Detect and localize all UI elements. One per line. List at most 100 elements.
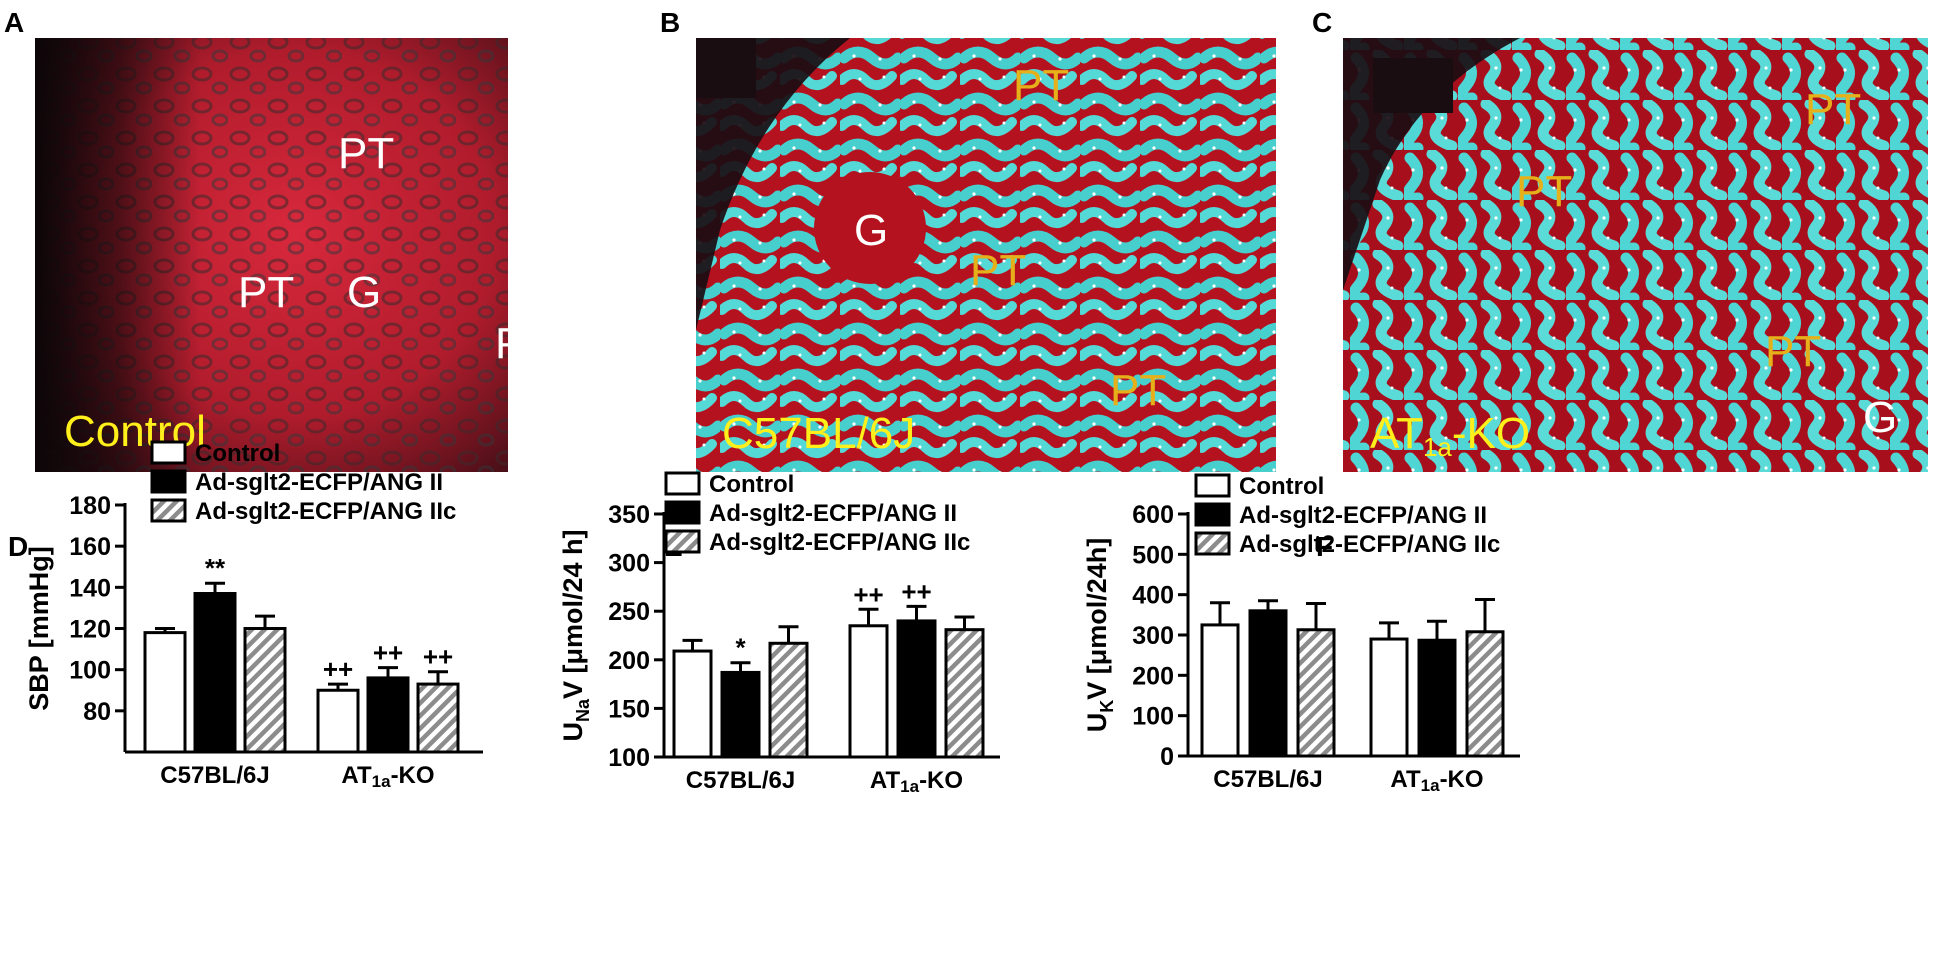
x-category-tail: -KO [1440, 766, 1484, 793]
bar [1248, 609, 1288, 758]
panel-c-micrograph [1343, 38, 1928, 472]
y-axis-label-sub: Na [573, 698, 593, 722]
y-tick-label: 400 [1132, 582, 1174, 610]
significance-mark: * [735, 633, 746, 663]
panel-c-caption-main: AT [1370, 409, 1423, 458]
panel-d-label: D [8, 531, 28, 562]
y-tick-label: 140 [69, 574, 111, 602]
bar [672, 649, 713, 759]
y-tick-label: 100 [69, 657, 111, 685]
significance-mark: ++ [853, 579, 883, 609]
panel-c-caption-sub: 1a [1423, 432, 1452, 462]
y-tick-label: 200 [608, 647, 650, 675]
legend-swatch [664, 500, 701, 525]
x-category-sub: 1a [372, 772, 391, 791]
panel-b-label: B [660, 7, 680, 38]
panel-b-pt-label-3: PT [1110, 366, 1166, 415]
bar [143, 631, 187, 754]
panel-c-pt-label-1: PT [1805, 85, 1861, 134]
x-category-label: C57BL/6J [686, 767, 795, 794]
bar [416, 682, 460, 754]
x-category-tail: -KO [919, 767, 963, 794]
y-axis-label: UNaV [μmol/24 h] [558, 529, 593, 741]
x-category-main: AT [870, 767, 901, 794]
y-tick-label: 600 [1132, 501, 1174, 529]
y-tick-label: 200 [1132, 662, 1174, 690]
panel-b-micrograph [696, 38, 1276, 472]
y-tick-label: 100 [1132, 703, 1174, 731]
bar [768, 641, 809, 759]
x-category-main: C57BL/6J [160, 762, 269, 789]
y-tick-label: 180 [69, 492, 111, 520]
bar [243, 627, 287, 754]
significance-mark: ** [205, 553, 226, 583]
legend-label: Ad-sglt2-ECFP/ANG II [1239, 502, 1487, 529]
x-category-label: AT1a-KO [341, 762, 434, 791]
x-category-main: C57BL/6J [1213, 766, 1322, 793]
x-category-label: C57BL/6J [1213, 766, 1322, 793]
x-category-sub: 1a [1421, 776, 1440, 795]
y-axis-label: SBP [mmHg] [24, 546, 54, 711]
x-category-main: AT [1390, 766, 1421, 793]
y-tick-label: 350 [608, 501, 650, 529]
panel-c-caption: AT1a-KO [1370, 409, 1530, 462]
legend-swatch [150, 469, 187, 494]
bar [193, 592, 237, 754]
bar [1296, 628, 1336, 758]
legend-swatch [664, 529, 701, 554]
panel-b-pt-label-2: PT [970, 246, 1026, 295]
significance-mark: ++ [901, 576, 931, 606]
panel-a-g-label-1: G [522, 102, 556, 151]
bar [944, 628, 985, 759]
y-tick-label: 300 [1132, 622, 1174, 650]
bar [1417, 638, 1457, 758]
y-tick-label: 160 [69, 533, 111, 561]
significance-mark: ++ [373, 638, 403, 668]
panel-a-pt-label-2: PT [238, 268, 294, 317]
y-tick-label: 300 [608, 550, 650, 578]
x-category-tail: -KO [391, 762, 435, 789]
bar [896, 619, 937, 759]
bar [316, 688, 360, 754]
significance-mark: ++ [423, 642, 453, 672]
legend-label: Ad-sglt2-ECFP/ANG II [709, 500, 957, 527]
y-axis-label-tail: V [μmol/24 h] [558, 529, 588, 699]
legend-label: Ad-sglt2-ECFP/ANG II [195, 469, 443, 496]
bar [1369, 637, 1409, 758]
panel-c-pt-label-3: PT [1765, 327, 1821, 376]
panel-a-micrograph [35, 38, 508, 472]
panel-c-g-label-1: G [1863, 393, 1897, 442]
y-axis-label-sub: K [1097, 700, 1117, 713]
legend-swatch [150, 498, 187, 523]
x-category-label: AT1a-KO [870, 767, 963, 796]
bar [1465, 630, 1505, 758]
panel-f-label: F [1316, 531, 1333, 562]
panel-b-g-label-1: G [854, 206, 888, 255]
x-category-main: C57BL/6J [686, 767, 795, 794]
legend-swatch [664, 471, 701, 496]
panel-b-caption: C57BL/6J [722, 409, 915, 458]
legend-label: Ad-sglt2-ECFP/ANG IIc [195, 498, 456, 525]
bar [848, 624, 889, 759]
x-category-label: AT1a-KO [1390, 766, 1483, 795]
y-axis-label-tail: V [μmol/24h] [1082, 538, 1112, 700]
bar [720, 670, 761, 759]
legend-label: Ad-sglt2-ECFP/ANG IIc [1239, 531, 1500, 558]
y-tick-label: 150 [608, 695, 650, 723]
y-axis-label-main: U [1082, 713, 1112, 733]
y-tick-label: 250 [608, 598, 650, 626]
legend-label: Control [709, 471, 794, 498]
legend-swatch [1194, 473, 1231, 498]
panel-a-pt-label-1: PT [338, 129, 394, 178]
legend-swatch [1194, 502, 1231, 527]
y-tick-label: 80 [83, 698, 111, 726]
x-category-main: AT [341, 762, 372, 789]
y-tick-label: 0 [1160, 743, 1174, 771]
y-axis-label: UKV [μmol/24h] [1082, 538, 1117, 733]
legend-label: Ad-sglt2-ECFP/ANG IIc [709, 529, 970, 556]
